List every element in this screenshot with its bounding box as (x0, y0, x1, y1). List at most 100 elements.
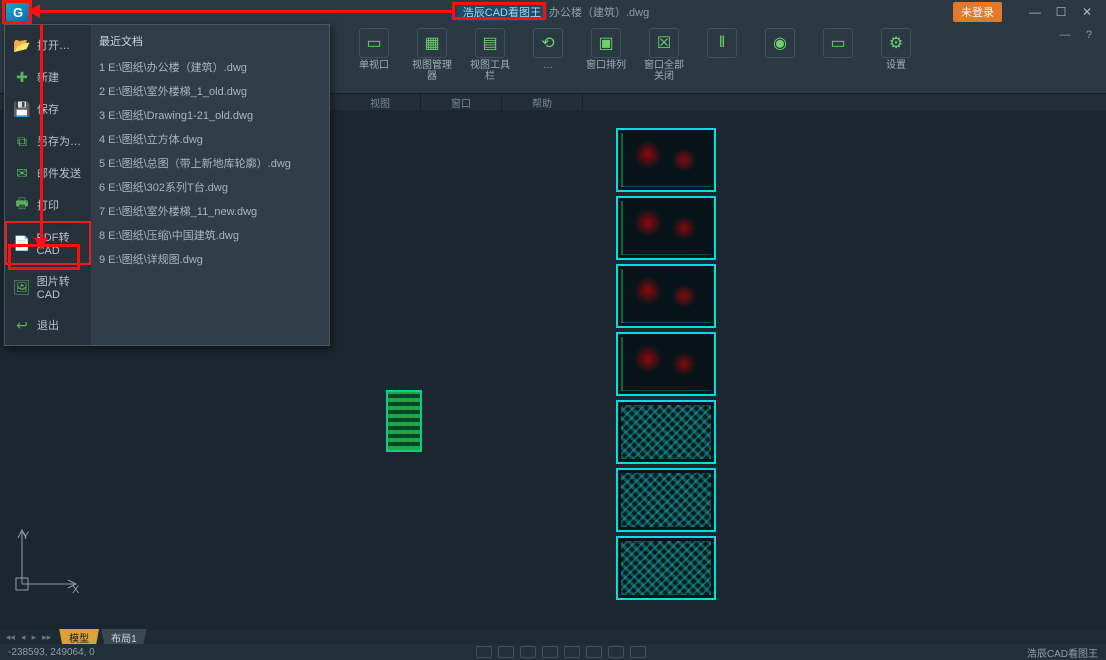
tab-list: 模型布局1 (59, 629, 147, 646)
layout-tab[interactable]: 模型 (59, 629, 99, 646)
status-product: 浩辰CAD看图王 (1027, 645, 1098, 660)
ribbon-label: 设置 (886, 60, 906, 71)
menu-item-icon: 🖶 (13, 197, 31, 213)
ribbon-icon: ⟲ (533, 28, 563, 58)
ribbon-button[interactable]: ▤视图工具栏 (466, 28, 514, 82)
tab-nav-button[interactable]: ▸▸ (40, 632, 53, 643)
ribbon-icon: ‖ (707, 28, 737, 58)
menu-item[interactable]: 💾 保存 (5, 93, 91, 125)
recent-file-item[interactable]: 8 E:\图纸\压缩\中国建筑.dwg (99, 223, 321, 247)
help-icon[interactable]: ? (1078, 26, 1100, 44)
tab-nav-button[interactable]: ▸ (30, 632, 39, 643)
login-button[interactable]: 未登录 (953, 2, 1002, 22)
ribbon-button[interactable]: ☒窗口全部关闭 (640, 28, 688, 82)
recent-file-item[interactable]: 7 E:\图纸\室外楼梯_11_new.dwg (99, 199, 321, 223)
ribbon-label: 单视口 (359, 60, 389, 71)
recent-list: 1 E:\图纸\办公楼（建筑）.dwg2 E:\图纸\室外楼梯_1_old.dw… (99, 55, 321, 271)
recent-file-item[interactable]: 4 E:\图纸\立方体.dwg (99, 127, 321, 151)
layout-tab[interactable]: 布局1 (101, 629, 147, 646)
menu-item-icon: ✉ (13, 165, 31, 181)
help-row: — ? (1054, 26, 1100, 44)
ribbon-group: ▭单视口▦视图管理器▤视图工具栏⟲…▣窗口排列☒窗口全部关闭‖◉▭⚙设置 (340, 28, 930, 82)
title-filename: 办公楼（建筑）.dwg (549, 4, 649, 20)
ribbon-label: 视图工具栏 (466, 60, 514, 82)
app-menu-right: 最近文档 1 E:\图纸\办公楼（建筑）.dwg2 E:\图纸\室外楼梯_1_o… (91, 25, 329, 345)
app-logo[interactable]: G (6, 2, 30, 22)
menu-item[interactable]: ✚新建 (5, 61, 91, 93)
minimize-button[interactable]: — (1022, 1, 1048, 23)
menu-item[interactable]: ⧉ 另存为… (5, 125, 91, 157)
drawing-thumbnail[interactable] (616, 536, 716, 600)
status-toggle[interactable] (542, 646, 558, 658)
status-toggle[interactable] (498, 646, 514, 658)
ribbon-icon: ⚙ (881, 28, 911, 58)
menu-item-label: 另存为… (37, 133, 81, 149)
status-bar: -238593, 249064, 0 浩辰CAD看图王 (0, 644, 1106, 660)
menu-item[interactable]: ↩ 退出 (5, 309, 91, 341)
ribbon-button[interactable]: ⟲… (524, 28, 572, 82)
ribbon-section-label: 帮助 (502, 94, 583, 110)
menu-item-label: 打开… (37, 37, 70, 53)
recent-file-item[interactable]: 5 E:\图纸\总图（带上新地库轮廓）.dwg (99, 151, 321, 175)
recent-file-item[interactable]: 6 E:\图纸\302系列T台.dwg (99, 175, 321, 199)
maximize-button[interactable]: ☐ (1048, 1, 1074, 23)
menu-item-label: 新建 (37, 69, 59, 85)
drawing-thumbnail[interactable] (616, 264, 716, 328)
drawing-thumbnail[interactable] (616, 332, 716, 396)
menu-item[interactable]: 🖶打印 (5, 189, 91, 221)
close-button[interactable]: ✕ (1074, 1, 1100, 23)
recent-file-item[interactable]: 2 E:\图纸\室外楼梯_1_old.dwg (99, 79, 321, 103)
ribbon-icon: ▭ (823, 28, 853, 58)
ribbon-label: 窗口全部关闭 (640, 60, 688, 82)
status-toggle[interactable] (476, 646, 492, 658)
recent-file-item[interactable]: 3 E:\图纸\Drawing1-21_old.dwg (99, 103, 321, 127)
menu-item-icon: 🖼 (13, 279, 31, 295)
menu-item-label: 退出 (37, 317, 59, 333)
ribbon-icon: ▭ (359, 28, 389, 58)
ribbon-button[interactable]: ⚙ 设置 (872, 28, 920, 82)
status-toggle[interactable] (520, 646, 536, 658)
menu-item[interactable]: 📄PDF转CAD (5, 221, 91, 265)
menu-item-icon: ↩ (13, 317, 31, 333)
status-toggle[interactable] (586, 646, 602, 658)
ribbon-button[interactable]: ▣窗口排列 (582, 28, 630, 82)
menu-item-icon: ⧉ (13, 133, 31, 149)
recent-file-item[interactable]: 1 E:\图纸\办公楼（建筑）.dwg (99, 55, 321, 79)
recent-file-item[interactable]: 9 E:\图纸\详规图.dwg (99, 247, 321, 271)
app-menu-left: 📂打开…✚新建 💾 保存 ⧉ 另存为… ✉邮件发送🖶打印📄PDF转CAD 🖼 图片转CAD ↩ 退… (5, 25, 91, 345)
ribbon-icon: ▦ (417, 28, 447, 58)
app-menu: 📂打开…✚新建 💾 保存 ⧉ 另存为… ✉邮件发送🖶打印📄PDF转CAD 🖼 图片转CAD ↩ 退… (4, 24, 330, 346)
menu-item[interactable]: ✉邮件发送 (5, 157, 91, 189)
ribbon-button[interactable]: ▭ 单视口 (350, 28, 398, 82)
recent-title: 最近文档 (99, 31, 321, 55)
drawing-thumbnail[interactable] (616, 400, 716, 464)
menu-item-label: PDF转CAD (36, 229, 83, 257)
tab-nav-button[interactable]: ◂◂ (4, 632, 17, 643)
ribbon-icon: ▣ (591, 28, 621, 58)
drawing-thumbnail[interactable] (616, 196, 716, 260)
menu-item-label: 图片转CAD (37, 273, 83, 301)
ribbon-icon: ▤ (475, 28, 505, 58)
ribbon-label: … (543, 60, 553, 71)
menu-item-label: 保存 (37, 101, 59, 117)
ribbon-button[interactable]: ▦视图管理器 (408, 28, 456, 82)
ribbon-button[interactable]: ‖ (698, 28, 746, 82)
ribbon-icon: ☒ (649, 28, 679, 58)
drawing-thumbnail[interactable] (616, 468, 716, 532)
status-toggle[interactable] (564, 646, 580, 658)
tab-nav-button[interactable]: ◂ (19, 632, 28, 643)
ribbon-button[interactable]: ▭ (814, 28, 862, 82)
help-min-icon[interactable]: — (1054, 26, 1076, 44)
menu-item[interactable]: 📂打开… (5, 29, 91, 61)
status-toggles (476, 646, 646, 658)
menu-item-icon: 💾 (13, 101, 31, 117)
status-toggle[interactable] (608, 646, 624, 658)
status-toggle[interactable] (630, 646, 646, 658)
window-title: 浩辰CAD看图王 办公楼（建筑）.dwg (457, 3, 649, 21)
ribbon-button[interactable]: ◉ (756, 28, 804, 82)
title-right: 未登录 — ☐ ✕ (953, 1, 1100, 23)
ribbon-label: 视图管理器 (408, 60, 456, 82)
drawing-thumbnail[interactable] (616, 128, 716, 192)
menu-item[interactable]: 🖼 图片转CAD (5, 265, 91, 309)
ribbon-icon: ◉ (765, 28, 795, 58)
